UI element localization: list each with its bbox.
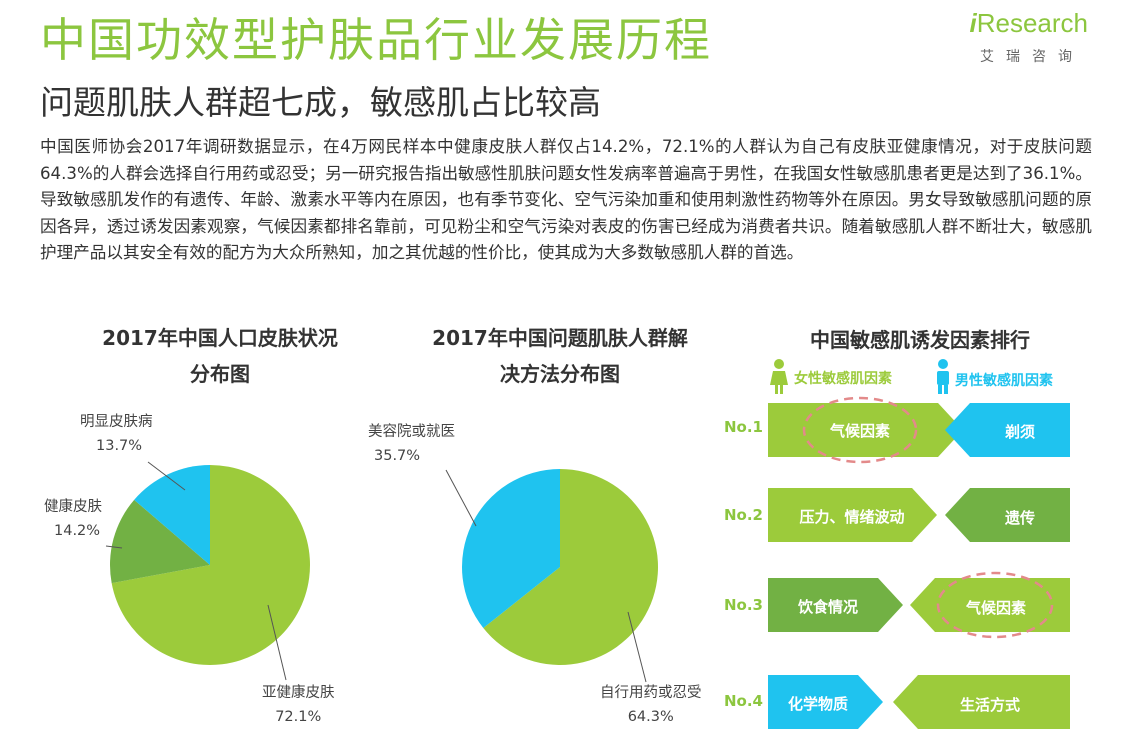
female-person-icon	[770, 359, 788, 394]
pie2-label-self-name: 自行用药或忍受	[600, 685, 702, 701]
leader-line-disease	[147, 461, 186, 491]
rank2-female-text: 压力、情绪波动	[799, 508, 905, 526]
rank3-female-text: 饮食情况	[797, 598, 858, 616]
pie1-label-healthy-value: 14.2%	[54, 523, 101, 539]
rank4-female-text: 化学物质	[787, 695, 848, 713]
pie1-slice-1	[110, 499, 210, 584]
pie2-label-salon-name: 美容院或就医	[368, 424, 455, 440]
pie2-label-salon-value: 35.7%	[374, 448, 421, 464]
logo-wordmark: iResearch	[969, 8, 1088, 39]
rank-label-1: No.1	[724, 418, 763, 436]
pie2-label-self: 自行用药或忍受 64.3%	[600, 681, 702, 729]
page-title: 中国功效型护肤品行业发展历程	[40, 13, 712, 67]
leader-line-healthy	[105, 545, 123, 549]
pie1-slice-2	[134, 465, 210, 565]
pie1-label-disease: 明显皮肤病 13.7%	[80, 410, 153, 458]
logo-text: Research	[976, 8, 1088, 38]
male-person-icon	[937, 359, 949, 394]
ranking-1-male-box	[945, 403, 1070, 457]
rank4-male-text: 生活方式	[959, 696, 1020, 714]
chart2-title: 2017年中国问题肌肤人群解 决方法分布图	[400, 320, 720, 392]
legend-female: 女性敏感肌因素	[794, 371, 892, 387]
logo-subtitle: 艾瑞咨询	[980, 49, 1084, 65]
page-subtitle: 问题肌肤人群超七成，敏感肌占比较高	[40, 83, 601, 122]
chart2-title-line1: 2017年中国问题肌肤人群解	[432, 326, 688, 350]
ranking-title: 中国敏感肌诱发因素排行	[810, 328, 1030, 352]
logo-i: i	[969, 8, 977, 38]
chart1-title-line1: 2017年中国人口皮肤状况	[102, 326, 338, 350]
pie1-label-subhealthy-name: 亚健康皮肤	[262, 685, 335, 701]
body-paragraph: 中国医师协会2017年调研数据显示，在4万网民样本中健康皮肤人群仅占14.2%，…	[40, 137, 1092, 262]
pie2-slice-1	[461, 469, 560, 629]
ranking-3-female-box	[768, 578, 903, 632]
pie1-label-disease-name: 明显皮肤病	[80, 414, 153, 430]
chart1-title: 2017年中国人口皮肤状况 分布图	[60, 320, 380, 392]
pie-chart-skin-status	[110, 465, 310, 665]
pie1-label-subhealthy: 亚健康皮肤 72.1%	[262, 681, 335, 729]
ranking-4-male-box	[893, 675, 1070, 729]
legend-male: 男性敏感肌因素	[955, 373, 1053, 389]
chart1-title-line2: 分布图	[190, 362, 250, 386]
rank-label-2: No.2	[724, 506, 763, 524]
rank-label-4: No.4	[724, 692, 763, 710]
rank1-male-text: 剃须	[1004, 423, 1035, 441]
leader-line-self	[627, 611, 647, 683]
ranking-1-female-box	[768, 403, 963, 457]
ranking-3-male-box	[910, 578, 1070, 632]
pie1-label-healthy: 健康皮肤 14.2%	[44, 495, 102, 543]
ranking-2-male-box	[945, 488, 1070, 542]
pie-chart-solutions	[461, 469, 658, 665]
highlight-ellipse-male-climate	[936, 571, 1054, 639]
iresearch-logo: iResearch 艾瑞咨询	[938, 8, 1088, 70]
highlight-ellipse-female-climate	[802, 396, 918, 464]
rank-label-3: No.3	[724, 596, 763, 614]
rank3-male-text: 气候因素	[965, 599, 1026, 617]
pie2-label-self-value: 64.3%	[627, 709, 674, 725]
pie2-slice-0	[483, 469, 658, 665]
leader-line-subhealthy	[267, 604, 287, 681]
ranking-2-female-box	[768, 488, 937, 542]
pie1-label-healthy-name: 健康皮肤	[44, 499, 102, 515]
ranking-4-female-box	[768, 675, 883, 729]
leader-line-salon	[445, 469, 477, 527]
rank2-male-text: 遗传	[1004, 509, 1035, 527]
pie1-label-subhealthy-value: 72.1%	[275, 709, 322, 725]
pie1-label-disease-value: 13.7%	[96, 438, 143, 454]
rank1-female-text: 气候因素	[829, 422, 890, 440]
pie2-label-salon: 美容院或就医 35.7%	[368, 420, 455, 468]
chart2-title-line2: 决方法分布图	[500, 362, 620, 386]
pie1-slice-0	[111, 465, 310, 665]
ranking-shapes	[768, 403, 1070, 729]
